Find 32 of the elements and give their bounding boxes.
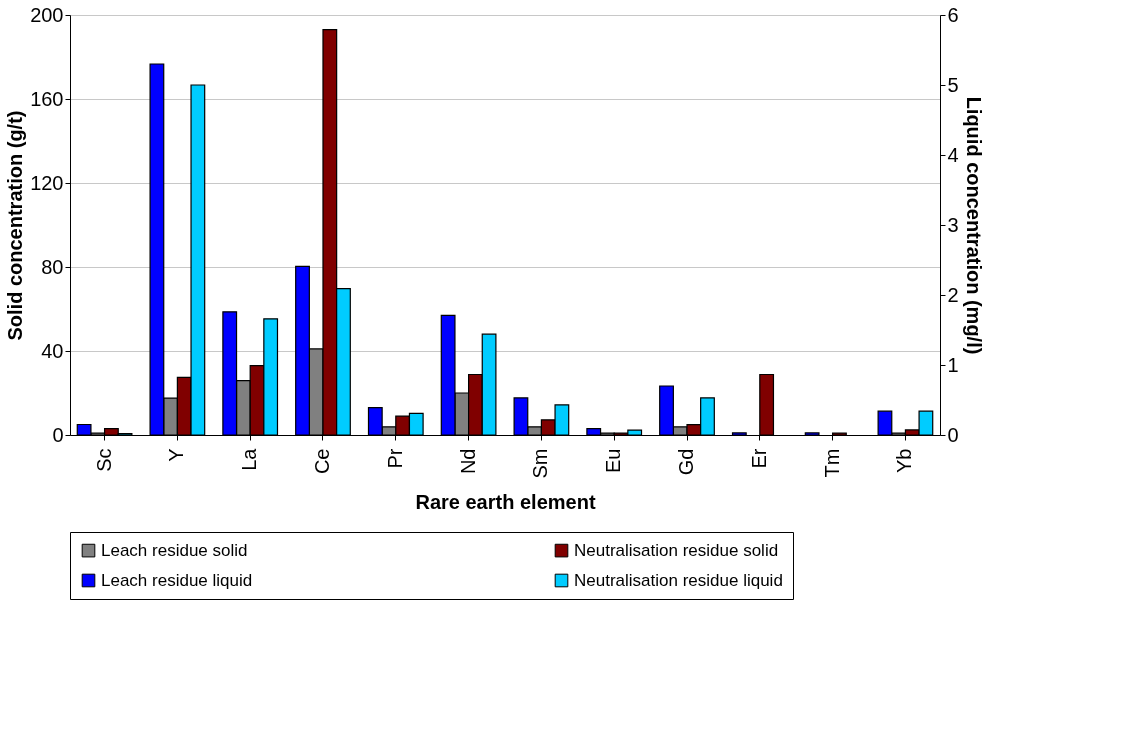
legend-label: Leach residue liquid (101, 570, 253, 590)
x-tick-label: Gd (675, 448, 698, 476)
x-tick-label: Sm (529, 448, 552, 479)
x-tick-label: La (238, 447, 261, 471)
x-tick-label: Er (747, 448, 770, 469)
y-tick-label: 80 (41, 255, 64, 278)
x-tick-label: Tm (820, 448, 843, 478)
x-tick-label: Y (165, 448, 188, 462)
y2-tick-label: 4 (947, 143, 959, 166)
y-axis-title: Solid concentration (g/t) (4, 110, 27, 341)
x-tick-label: Sc (92, 448, 115, 472)
x-tick-label: Pr (383, 448, 406, 469)
legend-label: Leach residue solid (101, 540, 248, 560)
y2-tick-label: 5 (947, 73, 959, 96)
y2-tick-label: 2 (947, 283, 959, 306)
y2-tick-label: 3 (947, 213, 959, 236)
y-tick-label: 0 (52, 423, 64, 446)
y2-axis-title: Liquid concentration (mg/l) (962, 96, 985, 355)
x-tick-label: Eu (602, 448, 625, 473)
x-axis-title: Rare earth element (415, 490, 596, 513)
x-tick-label: Ce (310, 448, 333, 475)
y2-tick-label: 6 (947, 3, 959, 26)
y-tick-label: 120 (30, 171, 64, 194)
y-tick-label: 40 (41, 339, 64, 362)
y2-tick-label: 1 (947, 353, 959, 376)
y-tick-label: 200 (30, 3, 64, 26)
x-tick-label: Nd (456, 448, 479, 475)
x-tick-label: Yb (893, 448, 916, 473)
legend-label: Neutralisation residue solid (574, 540, 779, 560)
legend-label: Neutralisation residue liquid (574, 570, 783, 590)
y-tick-label: 160 (30, 87, 64, 110)
y2-tick-label: 0 (947, 423, 959, 446)
